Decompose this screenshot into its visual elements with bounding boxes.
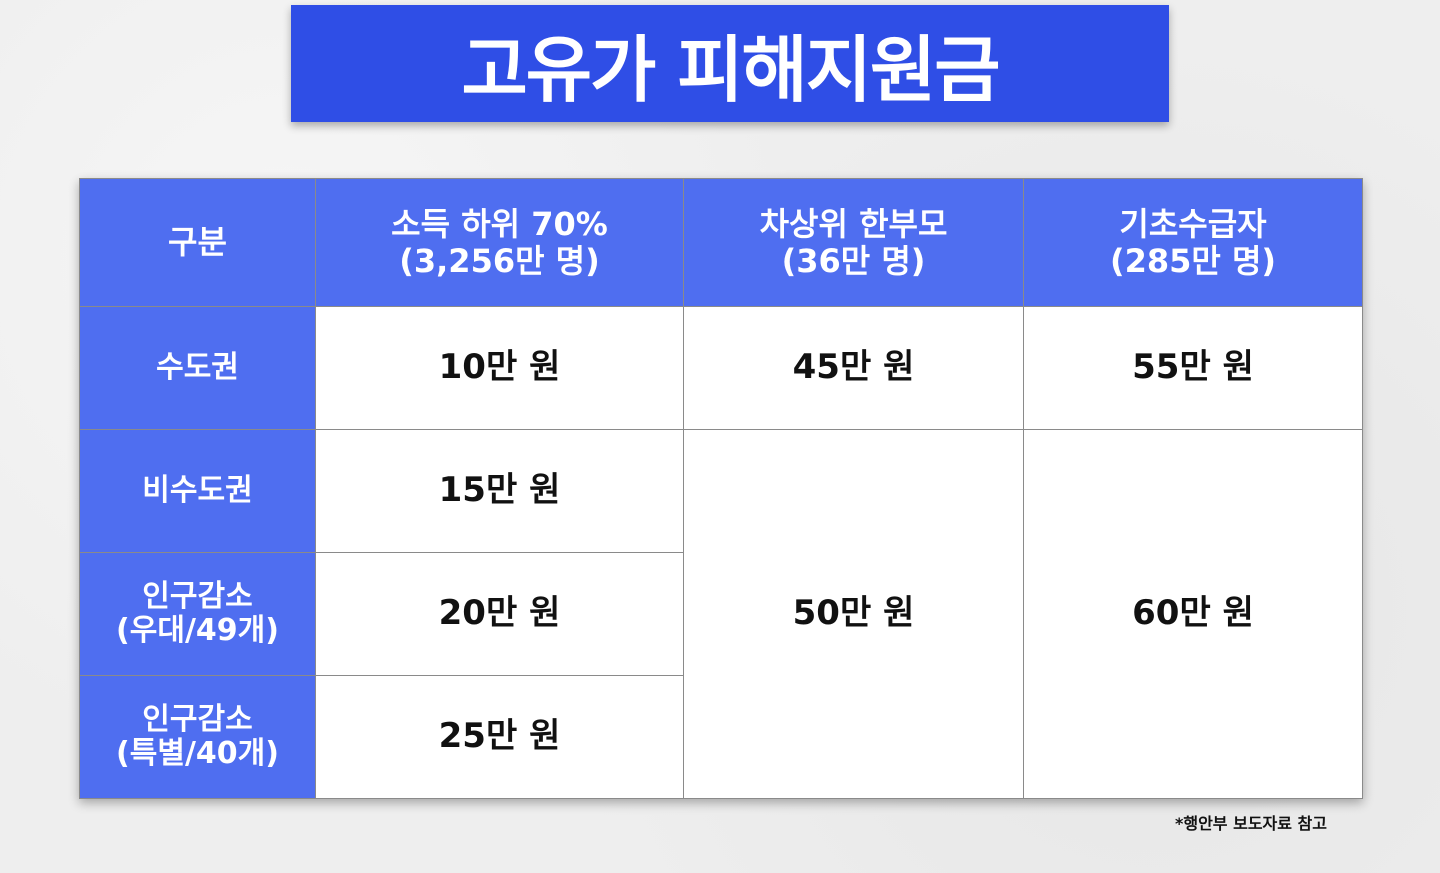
table-row: 인구감소 (특별/40개) 25만 원: [79, 675, 1363, 799]
page-title: 고유가 피해지원금: [461, 28, 1001, 112]
table-row: 비수도권 15만 원 50만 원 60만 원: [79, 429, 1363, 799]
cell-merged: 60만 원: [1023, 429, 1363, 799]
header-row: 구분 소득 하위 70% (3,256만 명) 차상위 한부모 (36만 명) 기초…: [79, 178, 1363, 307]
subsidy-table: 구분 소득 하위 70% (3,256만 명) 차상위 한부모 (36만 명) 기초…: [79, 178, 1363, 799]
footnote: *행안부 보도자료 참고: [1175, 814, 1327, 833]
row-label: 인구감소 (우대/49개): [79, 552, 316, 676]
table-row: 수도권 10만 원 45만 원 55만 원: [79, 306, 1363, 430]
cell: 15만 원: [315, 429, 684, 553]
row-label: 비수도권: [79, 429, 316, 553]
cell: 45만 원: [683, 306, 1024, 430]
cell: 10만 원: [315, 306, 684, 430]
cell: 20만 원: [315, 552, 684, 676]
header-category: 구분: [79, 178, 316, 307]
cell: 55만 원: [1023, 306, 1363, 430]
row-label: 인구감소 (특별/40개): [79, 675, 316, 799]
header-income-bottom70: 소득 하위 70% (3,256만 명): [315, 178, 684, 307]
row-label: 수도권: [79, 306, 316, 430]
cell-merged: 50만 원: [683, 429, 1024, 799]
cell: 25만 원: [315, 675, 684, 799]
title-banner: 고유가 피해지원금: [291, 5, 1169, 122]
table-row: 인구감소 (우대/49개) 20만 원: [79, 552, 1363, 676]
header-basic-recipient: 기초수급자 (285만 명): [1023, 178, 1363, 307]
header-single-parent: 차상위 한부모 (36만 명): [683, 178, 1024, 307]
